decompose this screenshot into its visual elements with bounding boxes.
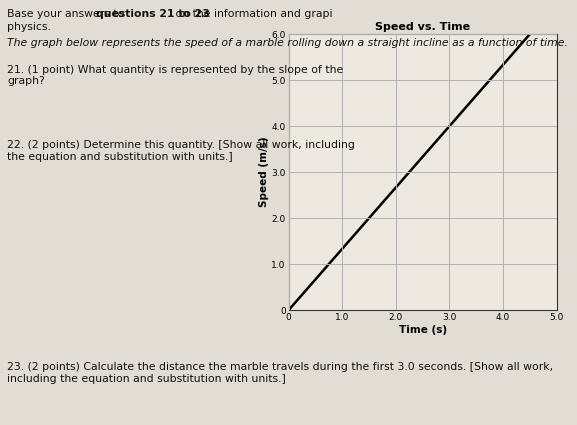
Text: questions 21 to 23: questions 21 to 23 [96,9,210,20]
Title: Speed vs. Time: Speed vs. Time [375,22,470,32]
Y-axis label: Speed (m/s): Speed (m/s) [258,137,268,207]
Text: physics.: physics. [7,22,51,32]
Text: The graph below represents the speed of a marble rolling down a straight incline: The graph below represents the speed of … [7,38,568,48]
Text: 22. (2 points) Determine this quantity. [Show all work, including
the equation a: 22. (2 points) Determine this quantity. … [7,140,355,162]
X-axis label: Time (s): Time (s) [399,325,447,335]
Text: 21. (1 point) What quantity is represented by the slope of the
graph?: 21. (1 point) What quantity is represent… [7,65,343,86]
Text: 23. (2 points) Calculate the distance the marble travels during the first 3.0 se: 23. (2 points) Calculate the distance th… [7,362,553,384]
Text: Base your answers to: Base your answers to [7,9,128,20]
Text: on the information and grapi: on the information and grapi [173,9,333,20]
